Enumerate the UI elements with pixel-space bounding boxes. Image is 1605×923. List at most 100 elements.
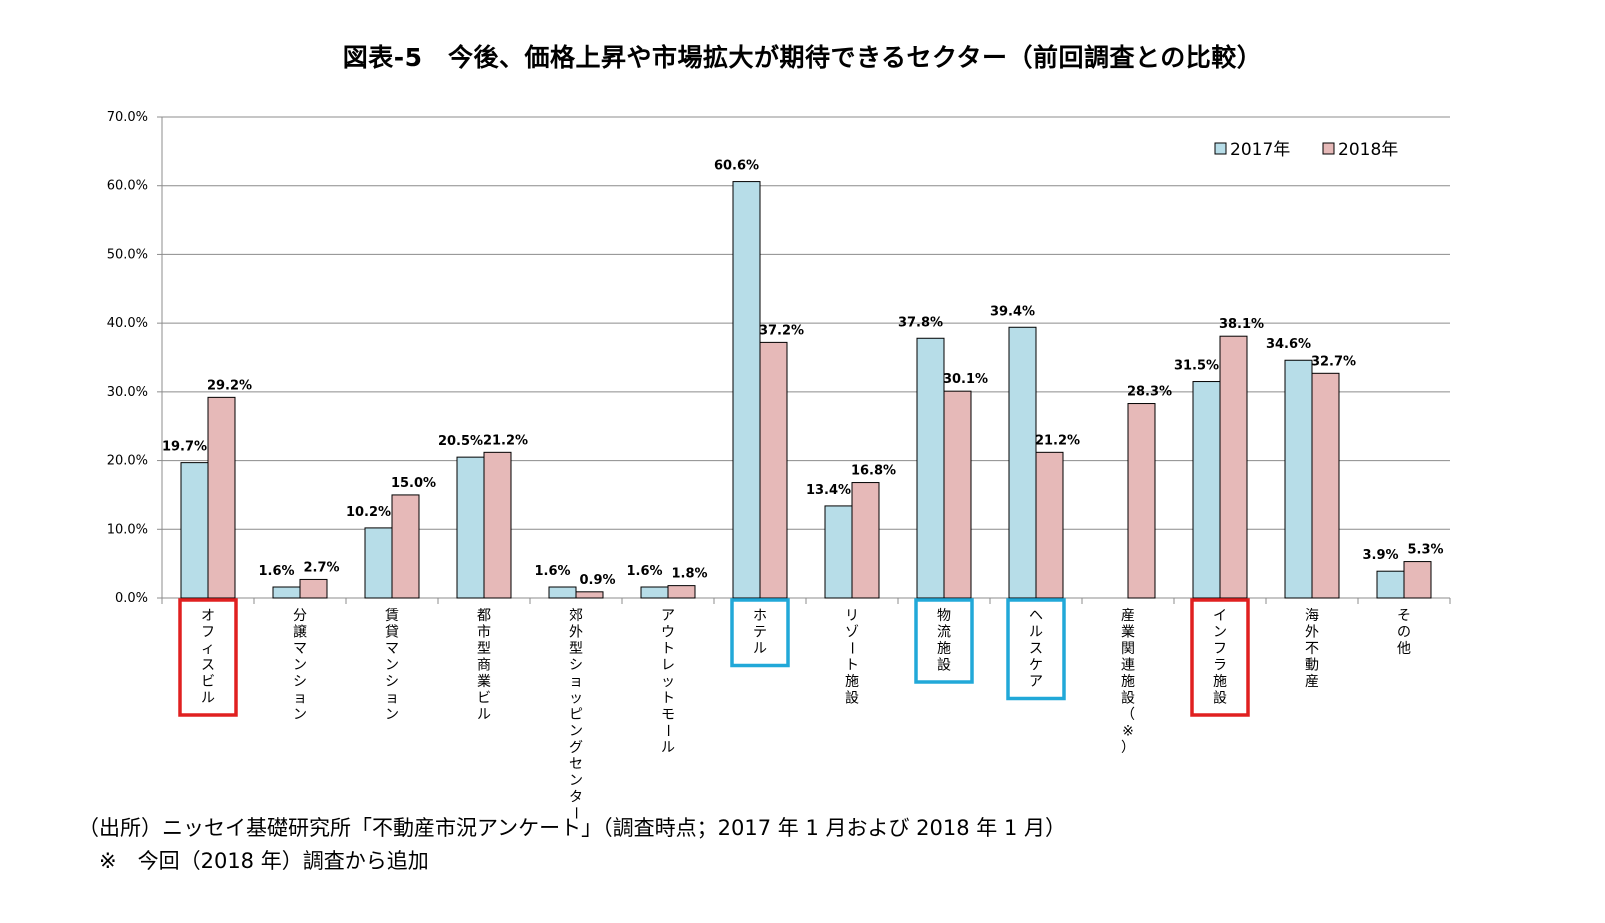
category-label-char: テ xyxy=(753,625,767,641)
category-label-char: ン xyxy=(293,658,307,674)
legend-swatch xyxy=(1214,142,1227,155)
category-label-char: レ xyxy=(661,658,675,674)
category-label-char: 動 xyxy=(1305,658,1319,674)
category-label-char: ー xyxy=(659,724,675,738)
category-label-char: ッ xyxy=(569,691,583,707)
category-label-char: ン xyxy=(293,707,307,723)
data-labels: 19.7% 1.6% 10.2% 20.5% 1.6% 1.6% 60.6% 13.4% 37.… xyxy=(162,159,1444,588)
category-label-char: 賃 xyxy=(385,608,399,624)
category-label-char: イ xyxy=(1213,608,1227,624)
addition-note: ※ 今回（2018 年）調査から追加 xyxy=(78,849,429,873)
bar xyxy=(299,578,328,599)
data-label: 38.1% xyxy=(1219,317,1264,332)
category-label-char: ピ xyxy=(569,707,583,723)
category-label-char: 関 xyxy=(1121,641,1135,657)
bar xyxy=(943,390,972,599)
category-label-char: ※ xyxy=(1122,724,1134,740)
category-label-char: シ xyxy=(569,658,583,674)
bar xyxy=(180,462,209,599)
data-label: 21.2% xyxy=(483,433,528,448)
category-label-char: ビ xyxy=(477,691,491,707)
data-label: 34.6% xyxy=(1266,337,1311,352)
category-label-char: 譲 xyxy=(293,625,307,641)
category-label-char: ン xyxy=(1213,625,1227,641)
category-label-char: 他 xyxy=(1397,641,1411,657)
data-label: 19.7% xyxy=(162,440,207,455)
category-label-char: 設 xyxy=(937,658,951,674)
highlight-box xyxy=(178,598,238,717)
category-label-char: 外 xyxy=(569,625,583,641)
category-label-char: ト xyxy=(661,691,675,707)
category-label-char: フ xyxy=(1213,641,1227,657)
category-label-char: ン xyxy=(569,773,583,789)
data-label: 30.1% xyxy=(943,372,988,387)
y-tick-label: 30.0% xyxy=(107,385,148,400)
category-label-char: 物 xyxy=(937,608,951,624)
data-label: 1.6% xyxy=(626,564,662,579)
legend: 2017年 2018年 xyxy=(1214,140,1398,160)
highlight-box xyxy=(730,598,790,668)
legend-label: 2018年 xyxy=(1338,140,1398,160)
category-label-char: 都 xyxy=(477,608,491,624)
category-label-char: 産 xyxy=(1121,608,1135,624)
bar xyxy=(1035,451,1064,599)
bar xyxy=(483,451,512,599)
category-label-char: ト xyxy=(845,658,859,674)
category-label-char: の xyxy=(1397,625,1411,641)
bar xyxy=(548,586,577,599)
bar xyxy=(207,396,236,599)
data-label: 1.6% xyxy=(258,564,294,579)
category-label-char: シ xyxy=(293,674,307,690)
data-label: 37.8% xyxy=(898,315,943,330)
bar xyxy=(824,505,853,599)
category-label-char: タ xyxy=(569,790,583,806)
category-label-char: セ xyxy=(569,757,583,773)
category-label-char: 型 xyxy=(477,641,491,657)
category-label-char: ル xyxy=(1029,625,1043,641)
bar xyxy=(851,482,880,599)
source-note: （出所）ニッセイ基礎研究所「不動産市況アンケート」（調査時点；2017 年 1 … xyxy=(78,816,1066,840)
category-label-char: ョ xyxy=(569,674,583,690)
category-label-char: ン xyxy=(385,658,399,674)
category-label-char: ウ xyxy=(661,625,675,641)
data-label: 16.8% xyxy=(851,464,896,479)
bar xyxy=(1192,381,1221,599)
data-label: 39.4% xyxy=(990,304,1035,319)
highlight-box xyxy=(914,598,974,684)
category-label-char: ル xyxy=(753,641,767,657)
bar xyxy=(1311,372,1340,599)
bar xyxy=(1403,561,1432,599)
category-label-char: ゾ xyxy=(845,625,859,641)
data-label: 60.6% xyxy=(714,159,759,174)
category-labels: オフィスビル分譲マンション賃貸マンション都市型商業ビル郊外型ショッピングセンター… xyxy=(178,598,1411,820)
category-label-char: シ xyxy=(385,674,399,690)
data-label: 1.6% xyxy=(534,564,570,579)
bar xyxy=(272,586,301,599)
highlight-box xyxy=(1006,598,1066,701)
bar xyxy=(391,494,420,599)
data-label: 31.5% xyxy=(1174,359,1219,374)
category-label-char: ル xyxy=(201,691,215,707)
category-label-char: ョ xyxy=(293,691,307,707)
category-label-char: 市 xyxy=(477,624,491,641)
bar xyxy=(1284,359,1313,599)
category-label-char: マ xyxy=(385,641,399,657)
category-label-char: 分 xyxy=(293,608,307,624)
category-label-char: 業 xyxy=(1121,625,1135,641)
category-label-char: ホ xyxy=(753,608,767,624)
category-label-char: 設 xyxy=(1213,691,1227,707)
category-label-char: 施 xyxy=(845,674,859,690)
bars xyxy=(180,181,1432,599)
category-label-char: ン xyxy=(569,724,583,740)
data-label: 20.5% xyxy=(438,434,483,449)
category-label-char: ラ xyxy=(1213,658,1227,674)
chart-title: 図表-5 今後、価格上昇や市場拡大が期待できるセクター（前回調査との比較） xyxy=(342,43,1263,72)
category-label-char: ー xyxy=(843,641,859,655)
category-label-char: モ xyxy=(661,707,675,723)
category-label-char: 連 xyxy=(1121,658,1135,674)
category-label-char: 施 xyxy=(1121,674,1135,690)
category-label-char: オ xyxy=(201,608,215,624)
category-label-char: 産 xyxy=(1305,674,1319,690)
data-label: 10.2% xyxy=(346,505,391,520)
bar xyxy=(759,341,788,599)
